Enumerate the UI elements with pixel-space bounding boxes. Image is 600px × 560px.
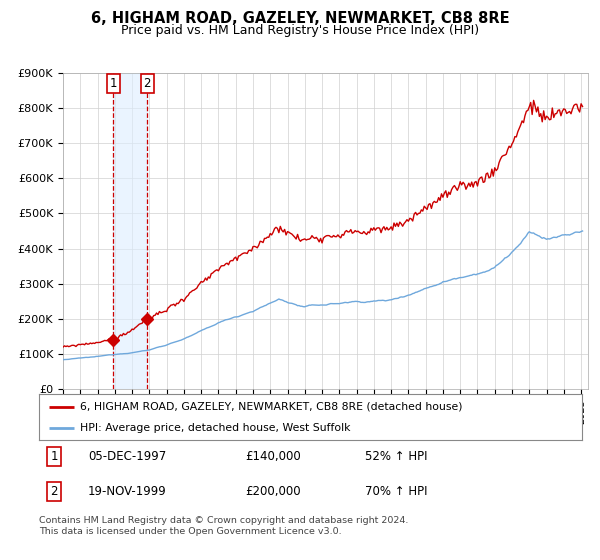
Text: 05-DEC-1997: 05-DEC-1997 (88, 450, 166, 463)
Text: £140,000: £140,000 (245, 450, 301, 463)
Text: HPI: Average price, detached house, West Suffolk: HPI: Average price, detached house, West… (80, 423, 350, 433)
Text: Price paid vs. HM Land Registry's House Price Index (HPI): Price paid vs. HM Land Registry's House … (121, 24, 479, 37)
Text: 2: 2 (143, 77, 151, 90)
Text: 52% ↑ HPI: 52% ↑ HPI (365, 450, 427, 463)
Text: 19-NOV-1999: 19-NOV-1999 (88, 485, 167, 498)
Text: 6, HIGHAM ROAD, GAZELEY, NEWMARKET, CB8 8RE: 6, HIGHAM ROAD, GAZELEY, NEWMARKET, CB8 … (91, 11, 509, 26)
Text: 6, HIGHAM ROAD, GAZELEY, NEWMARKET, CB8 8RE (detached house): 6, HIGHAM ROAD, GAZELEY, NEWMARKET, CB8 … (80, 402, 462, 412)
Text: 1: 1 (110, 77, 117, 90)
Text: 70% ↑ HPI: 70% ↑ HPI (365, 485, 427, 498)
Text: £200,000: £200,000 (245, 485, 301, 498)
Text: 2: 2 (50, 485, 58, 498)
Text: 1: 1 (50, 450, 58, 463)
Bar (113, 73, 147, 389)
Text: Contains HM Land Registry data © Crown copyright and database right 2024.
This d: Contains HM Land Registry data © Crown c… (39, 516, 409, 536)
